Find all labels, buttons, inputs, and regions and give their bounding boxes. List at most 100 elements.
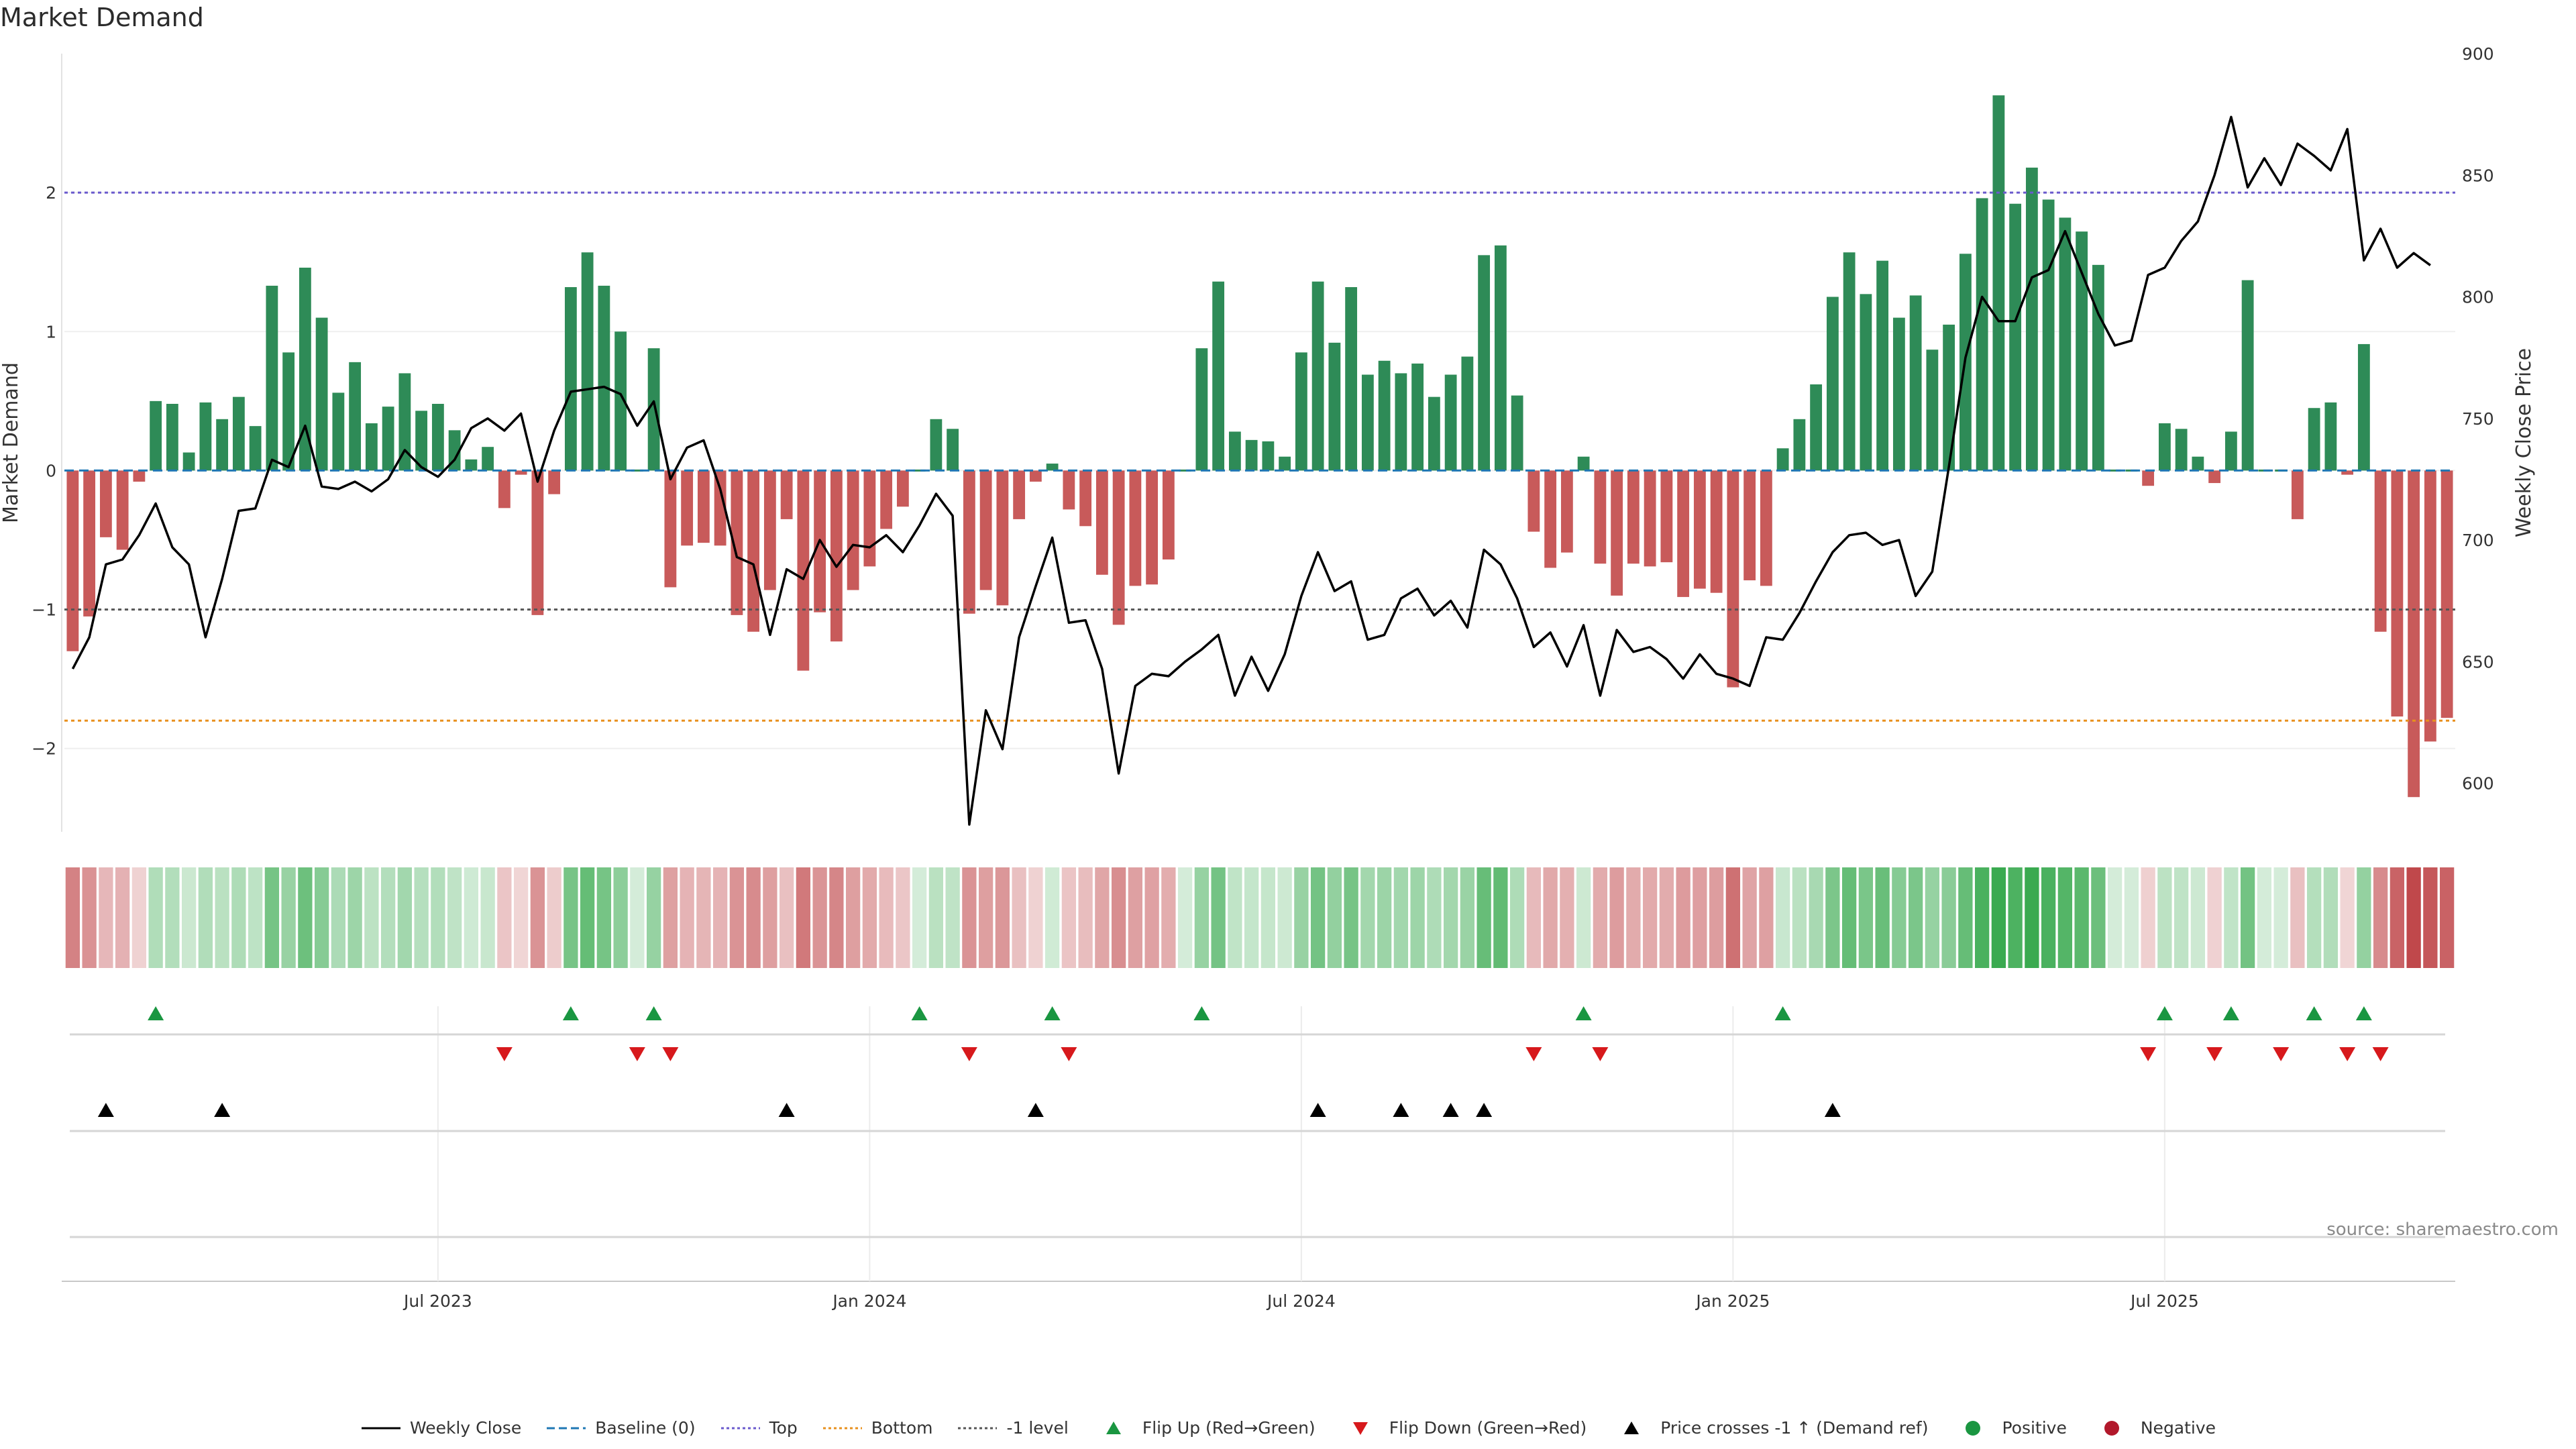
legend-label: Positive [2002, 1418, 2067, 1438]
demand-band-cell [447, 867, 462, 968]
demand-bar-positive [1860, 294, 1872, 471]
demand-bar-negative [2408, 470, 2420, 798]
legend-label: Bottom [871, 1418, 933, 1438]
demand-band-cell [1659, 867, 1674, 968]
flip-down-marker [1525, 1047, 1542, 1061]
demand-band-cell [1642, 867, 1658, 968]
demand-bar-negative [1527, 470, 1540, 532]
demand-band-cell [1310, 867, 1326, 968]
demand-band-cell [1294, 867, 1309, 968]
legend-symbol [822, 1427, 862, 1429]
demand-band-cell [1460, 867, 1475, 968]
demand-band-cell [2306, 867, 2322, 968]
y-tick-label: −2 [32, 739, 56, 759]
demand-bar-positive [1311, 281, 1324, 471]
demand-bar-negative [979, 470, 992, 590]
demand-band-cell [2439, 867, 2455, 968]
flip-up-marker [2355, 1006, 2372, 1020]
demand-bar-negative [1710, 470, 1723, 593]
demand-band-cell [1560, 867, 1574, 968]
demand-band-cell [547, 867, 561, 968]
demand-band-cell [1078, 867, 1093, 968]
demand-band-cell [1941, 867, 1956, 968]
demand-band-cell [812, 867, 827, 968]
demand-bar-positive [365, 423, 378, 471]
y2-axis-label: Weekly Close Price [2512, 348, 2536, 537]
demand-bar-positive [1328, 342, 1341, 471]
demand-bar-positive [2042, 199, 2055, 471]
flip-down-marker [2140, 1047, 2157, 1061]
demand-band-cell [796, 867, 811, 968]
demand-band-cell [530, 867, 545, 968]
demand-bar-positive [1577, 456, 1590, 471]
demand-band-cell [397, 867, 413, 968]
demand-band-cell [2357, 867, 2371, 968]
demand-bar-positive [1843, 252, 1856, 471]
demand-band-cell [1509, 867, 1525, 968]
demand-bar-negative [2374, 470, 2387, 632]
demand-band-cell [1809, 867, 1823, 968]
demand-bar-positive [2241, 280, 2254, 471]
demand-bar-negative [1063, 470, 1075, 510]
demand-bar-positive [631, 469, 643, 472]
x-tick-label: Jul 2023 [402, 1291, 472, 1311]
legend-item: Flip Up (Red→Green) [1093, 1418, 1316, 1438]
demand-band-cell [2041, 867, 2056, 968]
demand-band-cell [2224, 867, 2239, 968]
legend-label: Baseline (0) [595, 1418, 696, 1438]
demand-bar-positive [2025, 167, 2038, 471]
demand-bar-positive [1378, 360, 1391, 471]
demand-band-cell [1609, 867, 1624, 968]
weekly-close-line [71, 115, 2431, 826]
demand-bar-positive [1909, 295, 1922, 471]
demand-bar-positive [150, 400, 162, 471]
demand-band-cell [1841, 867, 1857, 968]
demand-bar-negative [2440, 470, 2453, 718]
demand-band-cell [712, 867, 728, 968]
demand-band-cell [845, 867, 861, 968]
demand-band-cell [696, 867, 711, 968]
demand-band-cell [1277, 867, 1292, 968]
demand-bar-negative [66, 470, 79, 651]
legend-symbol [1624, 1421, 1640, 1434]
demand-bar-positive [1876, 260, 1889, 471]
demand-bar-negative [780, 470, 793, 519]
demand-band-cell [1128, 867, 1143, 968]
demand-band-cell [1858, 867, 1874, 968]
demand-bar-negative [2208, 470, 2221, 484]
demand-band-cell [1477, 867, 1491, 968]
flip-down-marker [2339, 1047, 2356, 1061]
legend-shape [1966, 1420, 1981, 1436]
flip-up-marker [2306, 1006, 2322, 1020]
demand-band-cell [1593, 867, 1608, 968]
y-tick-label: 1 [46, 322, 56, 341]
demand-band-cell [513, 867, 529, 968]
flip-down-marker [2206, 1047, 2223, 1061]
demand-bar-positive [448, 430, 461, 471]
demand-bar-positive [216, 419, 229, 471]
demand-band-cell [181, 867, 197, 968]
flip-down-marker [1592, 1047, 1609, 1061]
legend-shape [1352, 1421, 1368, 1435]
y2-tick-label: 900 [2462, 44, 2494, 64]
demand-bar-positive [1494, 245, 1507, 471]
demand-bar-negative [531, 470, 544, 615]
demand-bar-positive [1810, 384, 1823, 471]
demand-bar-positive [598, 285, 610, 471]
demand-bar-positive [249, 426, 262, 471]
demand-bar-negative [763, 470, 776, 590]
demand-band-cell [298, 867, 313, 968]
demand-band-cell [2240, 867, 2255, 968]
demand-bar-positive [1262, 441, 1275, 471]
demand-band-cell [414, 867, 429, 968]
demand-bar-negative [1660, 470, 1673, 563]
demand-bar-negative [747, 470, 760, 632]
demand-band-cell [746, 867, 761, 968]
legend-item: Bottom [822, 1418, 933, 1438]
demand-band-cell [231, 867, 246, 968]
demand-bar-positive [1926, 350, 1939, 471]
legend-symbol [958, 1427, 998, 1429]
legend-item: Flip Down (Green→Red) [1340, 1418, 1587, 1438]
demand-bar-positive [1943, 324, 1955, 471]
demand-band-cell [1377, 867, 1392, 968]
